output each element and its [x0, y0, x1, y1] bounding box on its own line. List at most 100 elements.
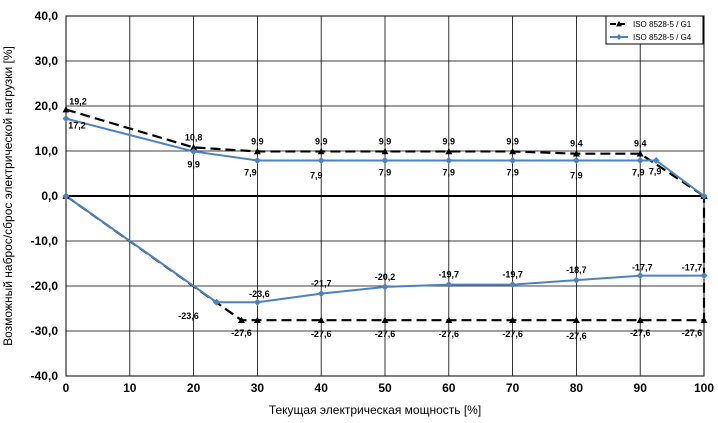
data-label: -19,7: [502, 270, 523, 280]
data-label: -17,7: [632, 263, 653, 273]
y-tick-label: -10,0: [31, 234, 59, 248]
data-point: [237, 316, 245, 323]
legend-box: [605, 15, 704, 45]
x-tick-label: 20: [187, 381, 201, 395]
data-point: [253, 316, 261, 323]
data-point: [62, 106, 70, 113]
data-label: 9,9: [379, 136, 392, 146]
legend-g1-marker: [616, 21, 622, 27]
data-point: [445, 316, 453, 323]
data-label: -27,6: [502, 329, 523, 339]
data-point: [317, 147, 325, 155]
data-label: 10,8: [185, 132, 203, 142]
data-point: [445, 156, 453, 164]
series-markers: [62, 106, 708, 323]
data-point: [317, 156, 325, 164]
data-label: 9,9: [506, 136, 519, 146]
data-label: -19,7: [439, 270, 460, 280]
data-label: 7,9: [379, 167, 392, 177]
y-tick-label: 40,0: [35, 9, 59, 23]
data-point: [317, 290, 325, 298]
data-label: -27,6: [566, 331, 587, 341]
legend-g1-label: ISO 8528-5 / G1: [633, 20, 692, 29]
y-tick-label: 20,0: [35, 99, 59, 113]
data-label: 7,9: [570, 170, 583, 180]
data-point: [652, 156, 660, 164]
data-label: 9,9: [315, 136, 328, 146]
data-label: 9,9: [443, 136, 456, 146]
data-label: 7,9: [649, 166, 662, 176]
data-point: [509, 316, 517, 323]
data-label: 19,2: [69, 97, 87, 107]
data-point: [636, 156, 644, 164]
data-label: -18,7: [566, 265, 587, 275]
data-point: [636, 150, 644, 157]
data-point: [190, 143, 198, 151]
data-point: [317, 316, 325, 323]
data-point: [509, 156, 517, 164]
y-tick-label: -30,0: [31, 324, 59, 338]
data-label: -27,6: [231, 328, 252, 338]
data-label: -20,2: [375, 272, 396, 282]
data-label: 17,2: [68, 121, 86, 131]
data-point: [572, 150, 580, 157]
series-line-g4-lower: [65, 195, 704, 304]
data-point: [572, 156, 580, 164]
data-point: [213, 298, 221, 306]
data-point: [700, 272, 708, 280]
data-label: -27,6: [375, 329, 396, 339]
data-label: -27,6: [630, 328, 651, 338]
x-tick-label: 0: [63, 381, 70, 395]
data-label: -27,6: [682, 328, 703, 338]
x-tick-label: 80: [570, 381, 584, 395]
x-tick-label: 90: [634, 381, 648, 395]
data-point: [700, 316, 708, 323]
data-point: [62, 192, 70, 200]
y-axis-label: Возможный наброс/сброс электрической наг…: [1, 46, 15, 346]
data-point: [700, 192, 708, 200]
data-label: 9,4: [634, 139, 647, 149]
data-label: -27,6: [439, 329, 460, 339]
x-tick-label: 10: [123, 381, 137, 395]
data-label: -27,6: [311, 329, 332, 339]
data-point: [381, 316, 389, 323]
x-tick-label: 70: [506, 381, 520, 395]
data-point: [381, 156, 389, 164]
data-point: [381, 283, 389, 291]
data-label: -21,7: [311, 279, 332, 289]
data-label: 9,4: [570, 139, 583, 149]
legend-g4-label: ISO 8528-5 / G4: [633, 33, 692, 42]
data-point: [509, 147, 517, 155]
data-point: [253, 298, 261, 306]
y-tick-label: 0,0: [41, 189, 58, 203]
y-tick-label: 30,0: [35, 54, 59, 68]
x-tick-label: 30: [251, 381, 265, 395]
data-point: [636, 316, 644, 323]
y-tick-labels: 40,0 30,0 20,0 10,0 0,0 -10,0 -20,0 -30,0 -40,0: [31, 9, 59, 383]
data-point: [190, 147, 198, 155]
x-tick-label: 50: [378, 381, 392, 395]
data-label: -17,7: [682, 263, 703, 273]
data-point: [636, 272, 644, 280]
data-label: 9,9: [187, 159, 200, 169]
data-point: [572, 316, 580, 323]
data-point: [445, 147, 453, 155]
data-point: [572, 276, 580, 284]
data-labels: 19,2 10,8 9,9 9,9 9,9 9,9 9,9 9,4 9,4 -27,6 -27,6 -…: [68, 97, 702, 342]
data-label: -23,6: [249, 289, 270, 299]
y-tick-label: -40,0: [31, 369, 59, 383]
data-point: [253, 156, 261, 164]
data-point: [445, 281, 453, 289]
data-point: [253, 147, 261, 155]
data-point: [509, 281, 517, 289]
data-label: 9,9: [251, 136, 264, 146]
data-label: 7,9: [632, 167, 645, 177]
data-label: 7,9: [310, 170, 323, 180]
legend: ISO 8528-5 / G1 ISO 8528-5 / G4: [605, 15, 704, 45]
x-axis-label: Текущая электрическая мощность [%]: [269, 403, 481, 417]
series-line-g1-upper: [65, 108, 705, 197]
data-label: -23,6: [178, 311, 199, 321]
x-tick-labels: 0 10 20 30 40 50 60 70 80 90 100: [63, 381, 715, 395]
legend-g4-marker: [616, 34, 622, 40]
